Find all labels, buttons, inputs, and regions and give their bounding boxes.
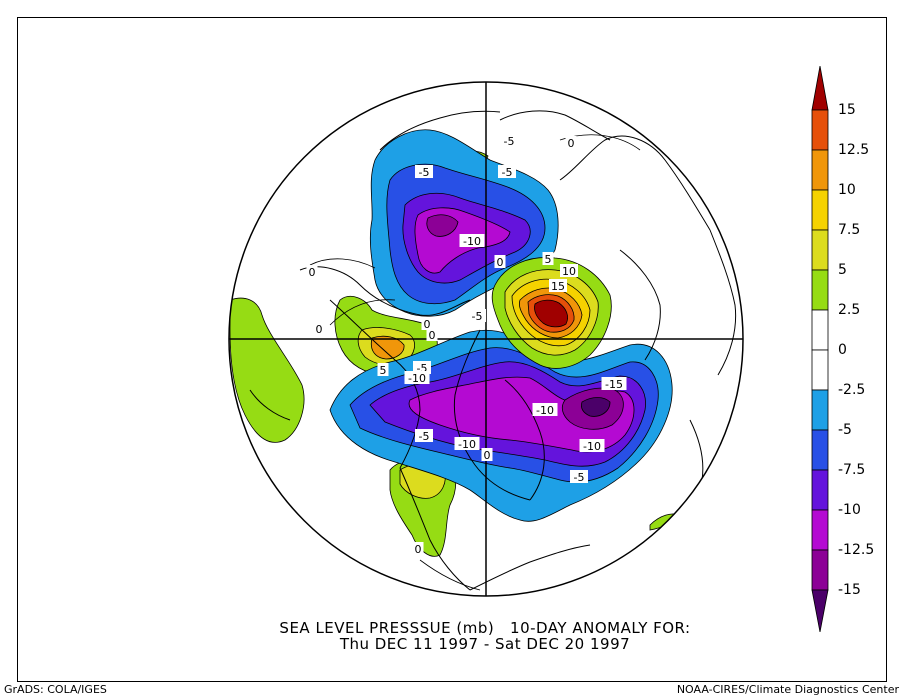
contour-label-bg	[570, 470, 588, 483]
contour-label: 15	[551, 280, 565, 293]
contour-label: 0	[568, 137, 575, 150]
colorbar-tick-label: 10	[838, 182, 856, 198]
colorbar-cell	[811, 309, 829, 351]
colorbar-tick-label: 15	[838, 102, 856, 118]
colorbar-tick-label: 2.5	[838, 302, 861, 318]
contour-label-bg	[500, 134, 518, 147]
anomaly-region-pos-2.5-atlantic-edge	[649, 513, 681, 531]
colorbar-cell	[811, 589, 829, 632]
contour-label: 5	[380, 364, 387, 377]
colorbar-tick-label: -7.5	[838, 462, 866, 478]
anomaly-region-pos-7.5-aleutian	[370, 335, 405, 360]
colorbar-tick-label: -15	[838, 582, 861, 598]
colorbar-cell	[811, 349, 829, 391]
colorbar-tick-label: -5	[838, 422, 852, 438]
contour-label: -15	[605, 378, 623, 391]
contour-label: -10	[458, 438, 476, 451]
contour-label-bg	[532, 403, 558, 416]
contour-label: 0	[497, 256, 504, 269]
colorbar-tick-label: 5	[838, 262, 847, 278]
contour-label: 0	[309, 266, 316, 279]
contour-label-bg	[459, 234, 485, 247]
colorbar-cell	[811, 66, 829, 111]
colorbar-tick-label: -12.5	[838, 542, 875, 558]
colorbar-cell	[811, 149, 829, 191]
contour-label-bg	[313, 322, 325, 335]
contour-label-bg	[415, 165, 433, 178]
anomaly-region-neg-15-atlantic	[581, 397, 611, 417]
chart-title-line1: SEA LEVEL PRESSSUE (mb) 10-DAY ANOMALY F…	[279, 619, 691, 637]
footer-credit-left: GrADS: COLA/IGES	[4, 683, 107, 696]
contour-label-bg	[542, 252, 554, 265]
contour-label-bg	[494, 255, 506, 268]
colorbar-tick-label: 7.5	[838, 222, 861, 238]
colorbar-cell	[811, 269, 829, 311]
contour-label-bg	[421, 317, 433, 330]
contour-label-bg	[560, 264, 578, 277]
anomaly-region-pos-15-scandinavia	[534, 299, 568, 328]
contour-label: -5	[419, 430, 430, 443]
contour-label: 10	[562, 265, 576, 278]
colorbar-tick-label: -10	[838, 502, 861, 518]
contour-label: 0	[415, 543, 422, 556]
contour-label: -5	[574, 471, 585, 484]
contour-label: -5	[504, 135, 515, 148]
contour-label-bg	[601, 377, 627, 390]
colorbar-cell	[811, 229, 829, 271]
contour-label-bg	[412, 542, 424, 555]
colorbar-cell	[811, 429, 829, 471]
colorbar-tick-label: -2.5	[838, 382, 866, 398]
contour-label: -5	[419, 166, 430, 179]
contour-label-bg	[579, 439, 605, 452]
contour-label: -10	[536, 404, 554, 417]
colorbar-cell	[811, 469, 829, 511]
contour-label-bg	[404, 371, 430, 384]
contour-label-bg	[481, 448, 493, 461]
coastlines	[249, 110, 737, 591]
contour-label: -10	[583, 440, 601, 453]
colorbar-cell	[811, 509, 829, 551]
contour-label-bg	[426, 328, 438, 341]
colorbar-tick-label: 12.5	[838, 142, 870, 158]
contour-label-bg	[454, 437, 480, 450]
contour-label: 0	[424, 318, 431, 331]
contour-label-bg	[468, 309, 486, 322]
contour-label: 0	[429, 329, 436, 342]
contour-label: -10	[408, 372, 426, 385]
footer-credit-right: NOAA-CIRES/Climate Diagnostics Center	[676, 683, 899, 696]
anomaly-region-pos-2.5-west-pacific	[229, 297, 305, 443]
contour-label: -5	[417, 362, 428, 375]
contour-label: 0	[484, 449, 491, 462]
contour-label: -10	[463, 235, 481, 248]
contour-label-bg	[415, 429, 433, 442]
contour-label-bg	[377, 363, 389, 376]
colorbar-cell	[811, 389, 829, 431]
contour-label: -5	[472, 310, 483, 323]
colorbar-cell	[811, 549, 829, 591]
contour-label-bg	[565, 136, 577, 149]
map-boundary	[228, 81, 744, 597]
colorbar	[811, 66, 829, 632]
contour-label: -5	[502, 166, 513, 179]
contour-label-bg	[549, 279, 567, 292]
contour-label-bg	[306, 265, 318, 278]
colorbar-tick-label: 0	[838, 342, 847, 358]
anomaly-region-neg-12.5-siberia	[426, 214, 459, 237]
chart-title-line2: Thu DEC 11 1997 - Sat DEC 20 1997	[339, 635, 631, 653]
contour-label: 0	[316, 323, 323, 336]
colorbar-cell	[811, 189, 829, 231]
contour-label-bg	[498, 165, 516, 178]
plot-frame	[17, 17, 887, 682]
contour-label: 5	[545, 253, 552, 266]
anomaly-region-neg-10-north-america	[408, 376, 635, 453]
contour-label-bg	[413, 361, 431, 374]
colorbar-cell	[811, 109, 829, 151]
